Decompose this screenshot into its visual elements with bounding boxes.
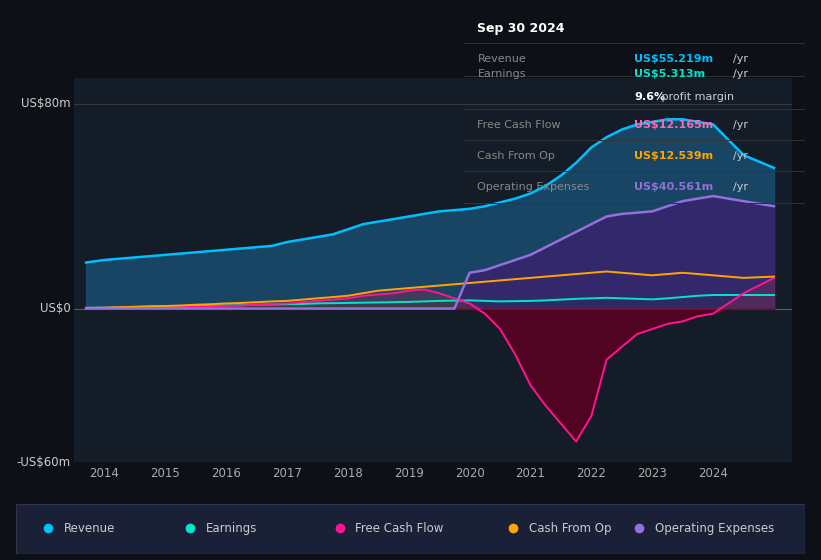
Text: US$5.313m: US$5.313m bbox=[635, 69, 705, 79]
Text: US$55.219m: US$55.219m bbox=[635, 54, 713, 64]
Text: /yr: /yr bbox=[733, 54, 748, 64]
Text: US$12.539m: US$12.539m bbox=[635, 151, 713, 161]
Text: Revenue: Revenue bbox=[64, 522, 115, 535]
Text: Free Cash Flow: Free Cash Flow bbox=[478, 120, 561, 130]
Text: /yr: /yr bbox=[733, 69, 748, 79]
Text: Operating Expenses: Operating Expenses bbox=[478, 182, 589, 192]
Text: Earnings: Earnings bbox=[205, 522, 257, 535]
Text: Cash From Op: Cash From Op bbox=[478, 151, 555, 161]
Text: Earnings: Earnings bbox=[478, 69, 526, 79]
Text: /yr: /yr bbox=[733, 182, 748, 192]
Text: US$40.561m: US$40.561m bbox=[635, 182, 713, 192]
Text: Free Cash Flow: Free Cash Flow bbox=[355, 522, 443, 535]
Text: US$0: US$0 bbox=[39, 302, 71, 315]
Text: profit margin: profit margin bbox=[658, 92, 734, 102]
Text: Sep 30 2024: Sep 30 2024 bbox=[478, 22, 565, 35]
Text: Revenue: Revenue bbox=[478, 54, 526, 64]
FancyBboxPatch shape bbox=[16, 504, 805, 554]
Text: /yr: /yr bbox=[733, 120, 748, 130]
Text: -US$60m: -US$60m bbox=[16, 455, 71, 469]
Text: 9.6%: 9.6% bbox=[635, 92, 665, 102]
Text: Cash From Op: Cash From Op bbox=[529, 522, 611, 535]
Text: US$80m: US$80m bbox=[21, 97, 71, 110]
Text: /yr: /yr bbox=[733, 151, 748, 161]
Text: Operating Expenses: Operating Expenses bbox=[655, 522, 774, 535]
Text: US$12.165m: US$12.165m bbox=[635, 120, 713, 130]
